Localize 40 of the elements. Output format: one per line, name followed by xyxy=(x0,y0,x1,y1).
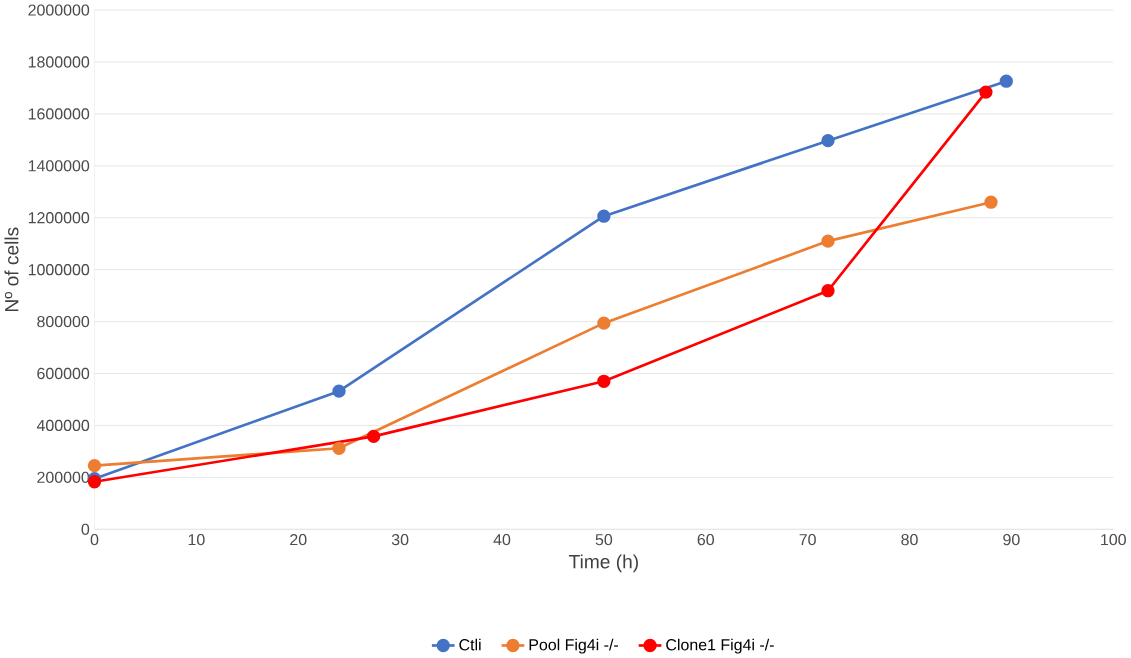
x-tick-label: 80 xyxy=(901,534,918,546)
y-tick-label: 0 xyxy=(81,523,90,536)
y-tick-label: 2000000 xyxy=(28,4,90,16)
point xyxy=(821,234,835,248)
y-tick-label: 1000000 xyxy=(28,264,90,276)
point xyxy=(597,209,611,224)
point xyxy=(979,85,993,99)
x-tick-label: 50 xyxy=(595,534,613,546)
y-tick-label: 1200000 xyxy=(28,212,90,224)
y-axis-title: Nº of cells xyxy=(4,227,19,312)
point xyxy=(999,74,1013,89)
x-tick-label: 40 xyxy=(493,534,511,546)
point xyxy=(332,441,346,456)
x-axis-title: Time (h) xyxy=(569,554,638,573)
x-tick-label: 100 xyxy=(1101,534,1126,546)
y-tick-label: 600000 xyxy=(37,368,90,380)
point xyxy=(597,316,611,331)
point xyxy=(984,195,998,210)
x-tick-label: 70 xyxy=(799,534,816,546)
y-tick-label: 400000 xyxy=(36,419,90,432)
point xyxy=(821,284,835,298)
x-tick-label: 90 xyxy=(1003,534,1020,546)
legend-label: Pool Fig4i -/- xyxy=(529,638,619,654)
x-tick-label: 20 xyxy=(290,534,307,546)
x-tick-label: 10 xyxy=(188,534,205,546)
y-tick-label: 1800000 xyxy=(28,56,90,68)
point xyxy=(821,134,835,148)
point xyxy=(87,459,102,473)
legend-label: Ctli xyxy=(459,638,481,651)
point xyxy=(597,374,611,389)
point xyxy=(366,429,381,444)
y-tick-label: 200000 xyxy=(37,471,90,484)
x-tick-label: 0 xyxy=(90,534,99,546)
y-tick-label: 1600000 xyxy=(28,108,90,120)
legend-label: Clone1 Fig4i -/- xyxy=(666,638,774,654)
y-tick-label: 800000 xyxy=(37,316,90,328)
x-tick-label: 30 xyxy=(391,534,409,546)
point xyxy=(332,384,346,399)
y-tick-label: 1400000 xyxy=(28,160,90,172)
x-tick-label: 60 xyxy=(697,534,715,546)
